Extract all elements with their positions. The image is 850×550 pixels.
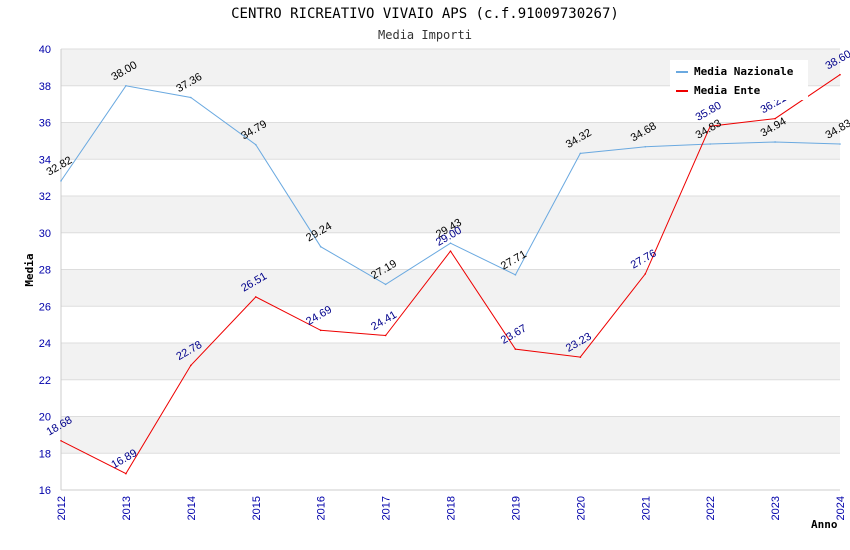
plot-band [61,196,840,233]
x-tick-label: 2020 [575,496,587,520]
data-point [254,143,257,146]
plot-band [61,306,840,343]
y-tick-label: 18 [39,448,51,460]
data-point [60,180,62,182]
data-point [644,145,647,148]
data-point [384,334,387,337]
plot-band [61,343,840,380]
y-tick-label: 32 [39,191,51,203]
y-tick-label: 26 [39,301,51,313]
y-tick-label: 40 [39,44,51,56]
x-tick-label: 2022 [705,496,717,520]
data-point [839,143,841,145]
plot-band [61,159,840,196]
legend-background [670,60,808,100]
grid-lines [60,48,840,491]
data-point [514,274,517,276]
legend-label-nazionale: Media Nazionale [694,65,794,78]
x-tick-label: 2018 [446,496,458,520]
data-point [774,117,776,120]
x-tick-label: 2012 [56,496,68,520]
x-axis-label: Anno [811,518,838,531]
data-point [190,364,192,367]
data-point [709,125,711,127]
data-point [839,73,841,76]
plot-band [61,453,840,490]
data-point [709,143,711,145]
y-tick-label: 30 [39,228,51,240]
x-tick-label: 2014 [186,496,198,520]
plot-band [61,122,840,160]
data-point [579,356,582,358]
x-tick-label: 2016 [316,496,328,520]
data-point [319,245,322,248]
data-point [319,329,322,332]
data-point [449,250,452,252]
x-tick-label: 2019 [510,496,522,520]
x-axis-ticks: 2012 2013 2014 2015 2016 2017 2018 2019 2020 2021… [56,496,847,520]
y-tick-label: 34 [39,154,51,166]
data-point [579,152,582,155]
y-axis-ticks: 16 18 20 22 24 26 28 30 32 34 36 38 40 [39,44,51,497]
y-tick-label: 24 [39,338,51,350]
data-point [644,273,647,275]
y-tick-label: 36 [39,118,51,130]
x-tick-label: 2023 [770,496,782,520]
data-point [774,141,776,143]
x-tick-label: 2015 [251,496,263,520]
data-point [60,439,62,442]
data-point [125,84,127,87]
legend-label-ente: Media Ente [694,84,761,97]
series-lines [60,73,841,475]
legend: Media Nazionale Media Ente [670,60,808,100]
y-tick-label: 16 [39,485,51,497]
y-tick-label: 20 [39,412,51,424]
x-tick-label: 2021 [640,496,652,520]
y-tick-label: 28 [39,265,51,277]
chart-subtitle: Media Importi [378,28,472,42]
plot-background-bands [61,49,840,490]
chart-title: CENTRO RICREATIVO VIVAIO APS (c.f.910097… [231,6,619,22]
data-point [190,96,192,99]
data-point [514,348,517,350]
data-point [125,472,127,475]
x-tick-label: 2017 [381,496,393,520]
data-point [254,296,257,298]
data-point [384,283,387,286]
y-tick-label: 38 [39,81,51,93]
y-axis-label: Media [23,253,36,286]
plot-band [61,379,840,417]
data-point [449,242,452,245]
x-tick-label: 2013 [121,496,133,520]
plot-band [61,269,840,307]
y-tick-label: 22 [39,375,51,387]
x-tick-label: 2024 [835,496,847,520]
plot-band [61,416,840,454]
